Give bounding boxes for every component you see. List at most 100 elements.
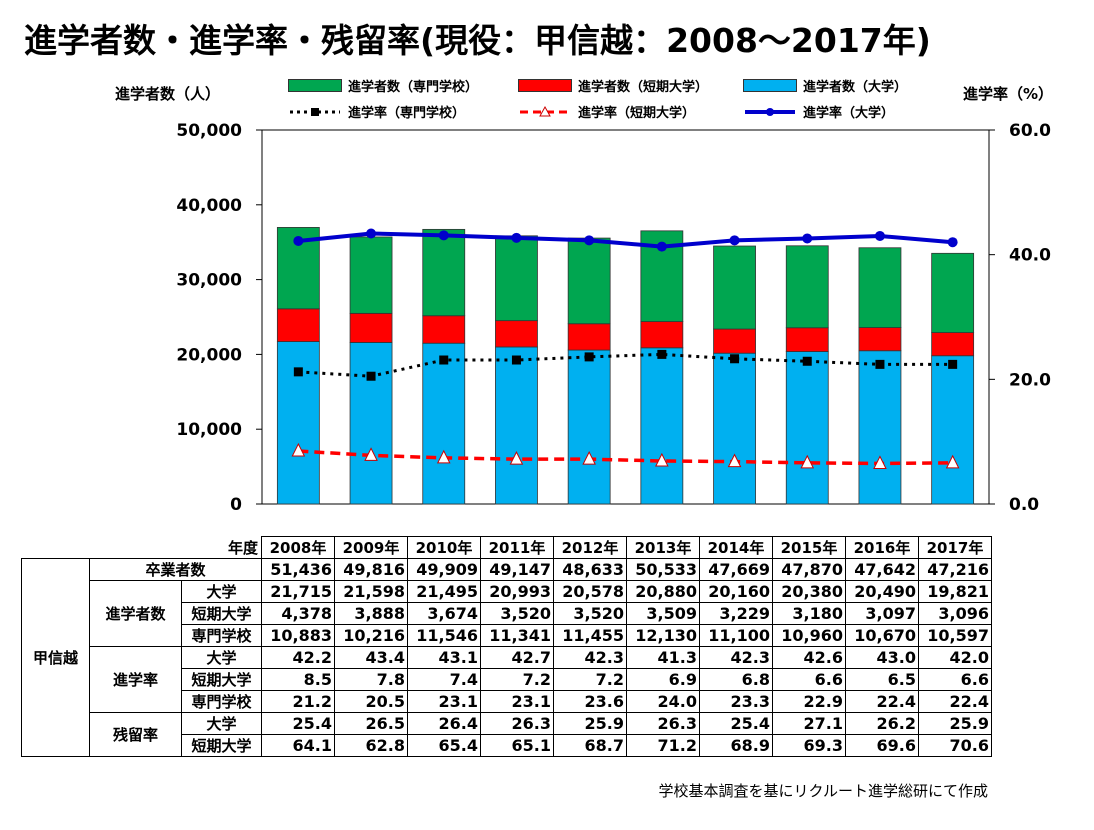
rate-value: 42.2 xyxy=(261,646,335,669)
bar-daigaku xyxy=(349,342,393,505)
line-daigaku-point xyxy=(366,228,377,239)
count-value: 21,598 xyxy=(334,580,408,603)
rate-value: 42.0 xyxy=(918,646,992,669)
rate-value: 23.1 xyxy=(407,690,481,713)
right-tick-label: 40.0 xyxy=(1009,246,1051,266)
bar-senmon xyxy=(785,245,829,329)
bar-senmon xyxy=(931,252,975,333)
right-axis-title: 進学率（%） xyxy=(963,85,1054,103)
legend-label-line-tanki: 進学率（短期大学） xyxy=(578,106,696,121)
rate-value: 42.3 xyxy=(553,646,627,669)
residual-value: 25.4 xyxy=(699,712,773,735)
residual-sub-label: 短期大学 xyxy=(181,734,262,757)
bar-daigaku xyxy=(276,341,320,505)
count-value: 3,520 xyxy=(553,602,627,625)
count-value: 3,097 xyxy=(845,602,919,625)
count-value: 3,096 xyxy=(918,602,992,625)
rate-value: 22.4 xyxy=(918,690,992,713)
bar-senmon xyxy=(567,237,611,325)
rate-label: 進学率 xyxy=(89,646,182,713)
line-tanki-point xyxy=(655,452,669,467)
rate-sub-label: 専門学校 xyxy=(181,690,262,713)
legend-item-bar-daigaku: 進学者数（大学） xyxy=(743,76,907,95)
rate-sub-label: 大学 xyxy=(181,646,262,669)
rate-value: 23.1 xyxy=(480,690,554,713)
left-tick-label: 0 xyxy=(230,495,242,515)
rate-value: 23.6 xyxy=(553,690,627,713)
count-value: 10,883 xyxy=(261,624,335,647)
line-daigaku xyxy=(298,231,953,249)
year-cell: 2015年 xyxy=(772,536,846,559)
line-senmon-point xyxy=(293,367,303,377)
chart-area: 0 10,000 20,000 30,000 40,000 50,000 0.0 20.0 40… xyxy=(176,121,1051,515)
count-sub-label: 専門学校 xyxy=(181,624,262,647)
line-tanki xyxy=(298,449,953,466)
year-cell: 2008年 xyxy=(261,536,335,559)
bar-daigaku xyxy=(785,351,829,505)
count-value: 10,216 xyxy=(334,624,408,647)
rate-sub-label: 短期大学 xyxy=(181,668,262,691)
graduates-value: 49,816 xyxy=(334,558,408,581)
legend-label-line-senmon: 進学率（専門学校） xyxy=(348,106,466,121)
rate-value: 43.4 xyxy=(334,646,408,669)
bar-tanki xyxy=(785,327,829,352)
count-value: 11,341 xyxy=(480,624,554,647)
line-senmon-point xyxy=(730,354,740,364)
region-label: 甲信越 xyxy=(21,558,90,757)
line-tanki-point xyxy=(291,442,306,457)
year-cell: 2016年 xyxy=(845,536,919,559)
count-value: 12,130 xyxy=(626,624,700,647)
rate-value: 22.4 xyxy=(845,690,919,713)
line-senmon-point xyxy=(511,355,521,365)
chart-legend: 進学者数（専門学校） 進学者数（短期大学） 進学者数（大学） 進学率（専門学校）… xyxy=(288,76,938,126)
bar-daigaku xyxy=(713,352,756,505)
residual-value: 68.9 xyxy=(699,734,773,757)
residual-value: 25.9 xyxy=(553,712,627,735)
bar-tanki xyxy=(713,328,756,354)
rate-value: 43.0 xyxy=(845,646,919,669)
count-value: 21,715 xyxy=(261,580,335,603)
left-axis-title: 進学者数（人） xyxy=(115,85,221,103)
line-daigaku-point xyxy=(438,230,449,241)
count-value: 20,880 xyxy=(626,580,700,603)
line-senmon-point xyxy=(948,359,958,369)
bar-daigaku xyxy=(640,347,684,505)
bar-tanki xyxy=(567,323,611,351)
bar-senmon xyxy=(495,235,538,322)
source-note: 学校基本調査を基にリクルート進学総研にて作成 xyxy=(658,782,988,800)
line-tanki-point xyxy=(436,449,451,464)
graduates-value: 47,642 xyxy=(845,558,919,581)
rate-value: 24.0 xyxy=(626,690,700,713)
residual-value: 71.2 xyxy=(626,734,700,757)
count-value: 11,546 xyxy=(407,624,481,647)
left-tick-label: 10,000 xyxy=(176,420,242,440)
page-title: 進学者数・進学率・残留率(現役：甲信越：2008～2017年) xyxy=(24,21,931,60)
residual-label: 残留率 xyxy=(89,712,182,757)
count-value: 11,455 xyxy=(553,624,627,647)
bar-tanki xyxy=(495,320,538,348)
legend-label-bar-senmon: 進学者数（専門学校） xyxy=(348,80,479,95)
line-tanki-point xyxy=(364,447,378,461)
rate-value: 41.3 xyxy=(626,646,700,669)
residual-value: 64.1 xyxy=(261,734,335,757)
line-daigaku-point xyxy=(511,232,522,243)
bar-tanki xyxy=(640,321,684,349)
legend-item-line-daigaku: 進学率（大学） xyxy=(743,102,894,121)
count-value: 20,160 xyxy=(699,580,773,603)
line-daigaku-point xyxy=(656,241,667,252)
line-senmon-point xyxy=(875,359,885,369)
year-header: 年度 xyxy=(227,538,258,557)
graduates-value: 49,909 xyxy=(407,558,481,581)
count-value: 19,821 xyxy=(918,580,992,603)
line-senmon-point xyxy=(802,356,812,366)
rate-value: 7.2 xyxy=(553,668,627,691)
line-daigaku-point xyxy=(584,235,595,246)
bar-senmon xyxy=(858,247,902,328)
residual-value: 70.6 xyxy=(918,734,992,757)
count-value: 3,888 xyxy=(334,602,408,625)
line-daigaku-point xyxy=(874,230,885,241)
year-cell: 2011年 xyxy=(480,536,554,559)
bar-daigaku xyxy=(567,349,611,505)
bar-daigaku xyxy=(858,350,902,505)
legend-swatch-tanki xyxy=(518,79,572,92)
